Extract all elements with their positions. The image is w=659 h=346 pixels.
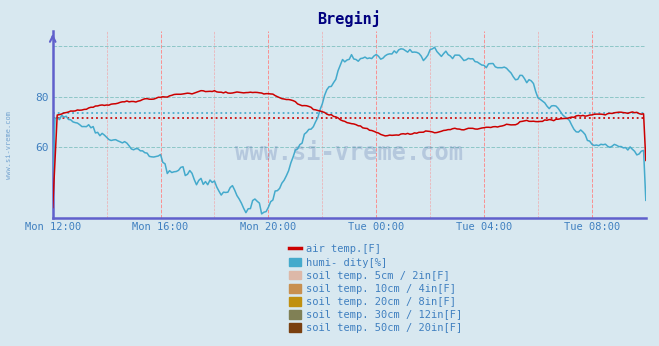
Text: www.si-vreme.com: www.si-vreme.com [5, 111, 12, 179]
Legend: air temp.[F], humi- dity[%], soil temp. 5cm / 2in[F], soil temp. 10cm / 4in[F], : air temp.[F], humi- dity[%], soil temp. … [285, 240, 467, 337]
Text: www.si-vreme.com: www.si-vreme.com [235, 140, 463, 165]
Title: Breginj: Breginj [318, 10, 381, 27]
